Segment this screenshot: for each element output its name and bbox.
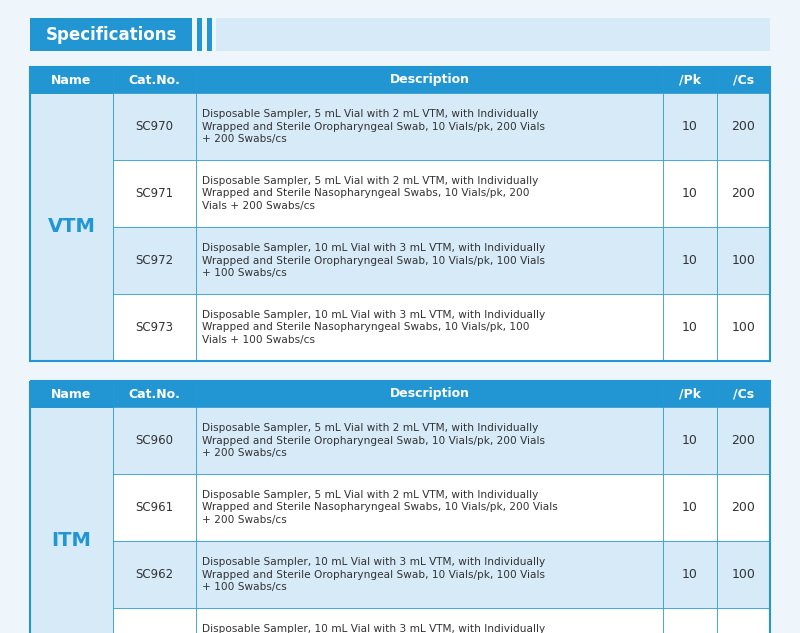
Bar	[196, 160, 663, 227]
Text: Disposable Sampler, 10 mL Vial with 3 mL VTM, with Individually
Wrapped and Ster: Disposable Sampler, 10 mL Vial with 3 mL…	[202, 310, 545, 345]
Text: VTM: VTM	[47, 218, 95, 237]
Text: 10: 10	[682, 434, 698, 447]
Text: 200: 200	[731, 187, 755, 200]
Bar	[196, 608, 663, 633]
Bar	[30, 381, 770, 633]
Text: Disposable Sampler, 5 mL Vial with 2 mL VTM, with Individually
Wrapped and Steri: Disposable Sampler, 5 mL Vial with 2 mL …	[202, 423, 545, 458]
Bar	[663, 93, 717, 160]
Bar	[663, 407, 717, 474]
Bar	[207, 18, 212, 51]
Text: SC973: SC973	[135, 321, 174, 334]
Text: Specifications: Specifications	[46, 25, 177, 44]
Bar	[717, 227, 770, 294]
Text: SC960: SC960	[135, 434, 174, 447]
Bar	[717, 608, 770, 633]
Text: 200: 200	[731, 120, 755, 133]
Bar	[196, 93, 663, 160]
Bar	[717, 381, 770, 407]
Text: SC962: SC962	[135, 568, 174, 581]
Text: Disposable Sampler, 5 mL Vial with 2 mL VTM, with Individually
Wrapped and Steri: Disposable Sampler, 5 mL Vial with 2 mL …	[202, 109, 545, 144]
Bar	[196, 227, 663, 294]
Bar	[113, 407, 196, 474]
Bar	[663, 294, 717, 361]
Bar	[196, 474, 663, 541]
Bar	[30, 67, 770, 361]
Bar	[113, 381, 196, 407]
Text: Cat.No.: Cat.No.	[128, 73, 180, 87]
Bar	[717, 541, 770, 608]
Bar	[113, 160, 196, 227]
Bar	[30, 407, 113, 633]
Text: Description: Description	[390, 387, 470, 401]
Text: /Pk: /Pk	[679, 387, 701, 401]
Text: 100: 100	[731, 254, 755, 267]
Bar	[113, 227, 196, 294]
Text: 200: 200	[731, 434, 755, 447]
Bar	[113, 541, 196, 608]
Text: Disposable Sampler, 10 mL Vial with 3 mL VTM, with Individually
Wrapped and Ster: Disposable Sampler, 10 mL Vial with 3 mL…	[202, 624, 545, 633]
Text: 100: 100	[731, 321, 755, 334]
Text: 10: 10	[682, 120, 698, 133]
Bar	[216, 18, 770, 51]
Bar	[663, 160, 717, 227]
Text: Disposable Sampler, 5 mL Vial with 2 mL VTM, with Individually
Wrapped and Steri: Disposable Sampler, 5 mL Vial with 2 mL …	[202, 490, 558, 525]
Text: Cat.No.: Cat.No.	[128, 387, 180, 401]
Bar	[717, 407, 770, 474]
Bar	[196, 407, 663, 474]
Bar	[196, 541, 663, 608]
Bar	[30, 381, 113, 407]
Text: 10: 10	[682, 501, 698, 514]
Text: Disposable Sampler, 10 mL Vial with 3 mL VTM, with Individually
Wrapped and Ster: Disposable Sampler, 10 mL Vial with 3 mL…	[202, 556, 545, 592]
Text: /Cs: /Cs	[733, 73, 754, 87]
Bar	[113, 67, 196, 93]
Text: Name: Name	[51, 387, 92, 401]
Text: 200: 200	[731, 501, 755, 514]
Bar	[113, 294, 196, 361]
Bar	[196, 67, 663, 93]
Bar	[717, 67, 770, 93]
Text: /Cs: /Cs	[733, 387, 754, 401]
Bar	[717, 160, 770, 227]
Text: 10: 10	[682, 321, 698, 334]
Bar	[196, 294, 663, 361]
Text: SC970: SC970	[135, 120, 174, 133]
Bar	[663, 227, 717, 294]
Bar	[30, 67, 113, 93]
Text: SC972: SC972	[135, 254, 174, 267]
Bar	[663, 381, 717, 407]
Text: /Pk: /Pk	[679, 73, 701, 87]
Bar	[113, 93, 196, 160]
Text: Description: Description	[390, 73, 470, 87]
Text: Disposable Sampler, 5 mL Vial with 2 mL VTM, with Individually
Wrapped and Steri: Disposable Sampler, 5 mL Vial with 2 mL …	[202, 176, 538, 211]
Bar	[663, 67, 717, 93]
Bar	[196, 381, 663, 407]
Text: 10: 10	[682, 187, 698, 200]
Bar	[717, 474, 770, 541]
Bar	[663, 474, 717, 541]
Bar	[30, 18, 192, 51]
Text: 100: 100	[731, 568, 755, 581]
Text: Name: Name	[51, 73, 92, 87]
Text: ITM: ITM	[51, 532, 91, 551]
Bar	[663, 608, 717, 633]
Text: 10: 10	[682, 568, 698, 581]
Text: 10: 10	[682, 254, 698, 267]
Bar	[663, 541, 717, 608]
Bar	[30, 93, 113, 361]
Text: SC971: SC971	[135, 187, 174, 200]
Bar	[717, 93, 770, 160]
Bar	[113, 474, 196, 541]
Bar	[113, 608, 196, 633]
Text: Disposable Sampler, 10 mL Vial with 3 mL VTM, with Individually
Wrapped and Ster: Disposable Sampler, 10 mL Vial with 3 mL…	[202, 242, 545, 279]
Bar	[717, 294, 770, 361]
Text: SC961: SC961	[135, 501, 174, 514]
Bar	[197, 18, 202, 51]
